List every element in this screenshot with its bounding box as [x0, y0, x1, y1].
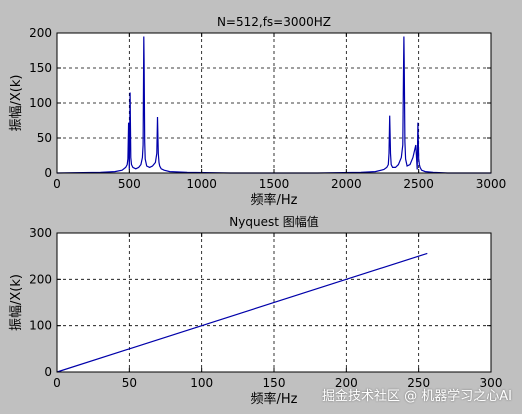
y-tick-label: 200 — [29, 26, 52, 40]
y-tick-label: 300 — [29, 226, 52, 240]
x-tick-label: 50 — [122, 376, 137, 390]
x-tick-label: 300 — [480, 376, 503, 390]
x-tick-label: 200 — [335, 376, 358, 390]
x-tick-label: 2500 — [403, 177, 434, 191]
y-tick-label: 0 — [44, 365, 52, 379]
watermark-text: 掘金技术社区 @ 机器学习之心AI — [322, 389, 512, 404]
x-tick-label: 0 — [53, 177, 61, 191]
x-tick-label: 3000 — [476, 177, 507, 191]
x-axis-label: 频率/Hz — [251, 192, 298, 208]
x-tick-label: 250 — [407, 376, 430, 390]
y-tick-label: 100 — [29, 96, 52, 110]
chart-title: Nyquest 图幅值 — [229, 214, 318, 229]
chart-title: N=512,fs=3000HZ — [217, 15, 331, 29]
x-tick-label: 500 — [118, 177, 141, 191]
y-tick-label: 0 — [44, 166, 52, 180]
x-tick-label: 0 — [53, 376, 61, 390]
y-axis-label: 振幅/X(k) — [9, 274, 24, 331]
x-tick-label: 100 — [190, 376, 213, 390]
x-tick-label: 2000 — [331, 177, 362, 191]
y-tick-label: 100 — [29, 319, 52, 333]
chart-1 — [56, 32, 492, 174]
x-tick-label: 1500 — [259, 177, 290, 191]
y-tick-label: 150 — [29, 61, 52, 75]
x-tick-label: 1000 — [186, 177, 217, 191]
chart-2 — [56, 232, 492, 373]
y-axis-label: 振幅/X(k) — [9, 75, 24, 132]
y-tick-label: 200 — [29, 272, 52, 286]
x-axis-label: 频率/Hz — [251, 391, 298, 407]
x-tick-label: 150 — [263, 376, 286, 390]
y-tick-label: 50 — [37, 131, 52, 145]
data-line — [56, 252, 428, 373]
